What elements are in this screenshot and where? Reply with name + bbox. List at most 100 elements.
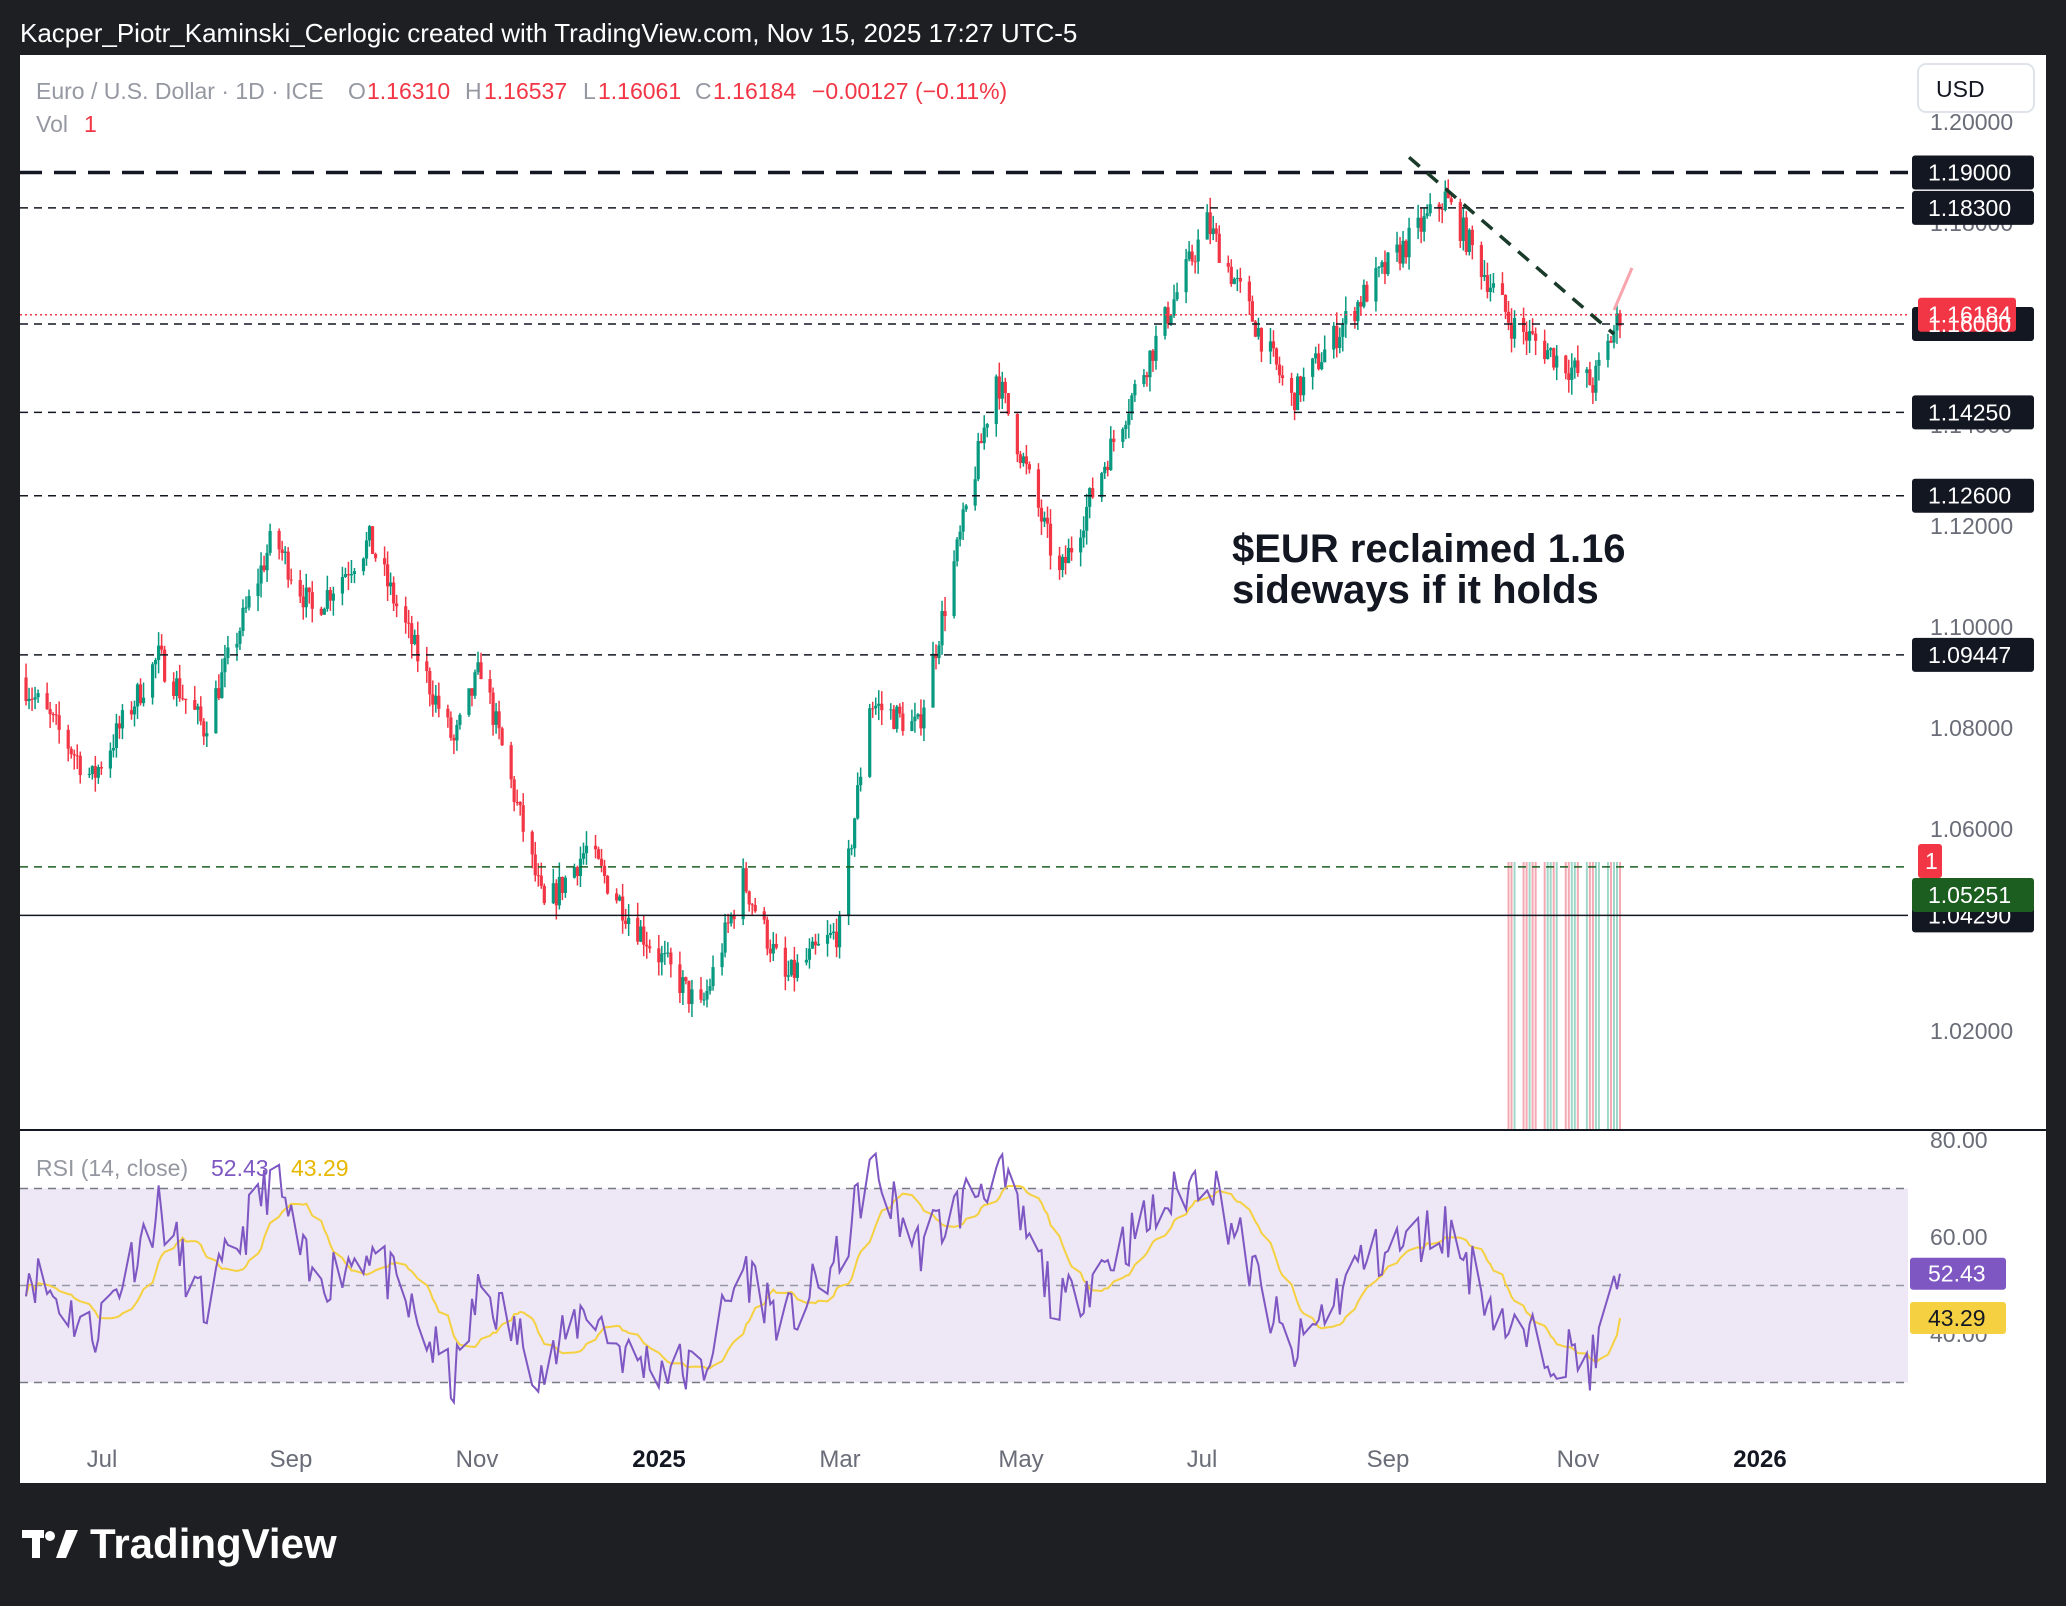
candle-body — [340, 576, 345, 594]
candle-body — [934, 653, 938, 659]
candle-body — [1006, 393, 1010, 415]
volume-bar — [1522, 862, 1525, 1130]
candle-body — [1045, 517, 1050, 524]
candle-body — [1024, 456, 1029, 465]
candle-body — [1479, 245, 1483, 277]
candle-body — [1428, 204, 1432, 214]
level-box — [1912, 395, 2034, 430]
candle-body — [518, 801, 522, 806]
candle-body — [108, 750, 112, 769]
candle-body — [1446, 191, 1450, 199]
candle-body — [238, 630, 242, 644]
candle-body — [367, 526, 372, 541]
candle-body — [99, 767, 103, 769]
candle-body — [476, 662, 480, 673]
candle-body — [244, 607, 248, 609]
volume-bar — [1564, 862, 1567, 1130]
candle-body — [705, 990, 709, 1000]
currency-button[interactable] — [1917, 63, 2035, 113]
candle-body — [226, 647, 230, 658]
volume-bar — [1528, 862, 1531, 1130]
candle-body — [45, 693, 49, 710]
candle-body — [1467, 229, 1471, 253]
candle-body — [898, 706, 902, 714]
candle-body — [1250, 301, 1254, 322]
candle-body — [407, 622, 411, 624]
tradingview-logo[interactable]: TradingView — [22, 1520, 337, 1568]
brand-name: TradingView — [90, 1520, 337, 1567]
candle-body — [1190, 251, 1194, 262]
candle-body — [1079, 537, 1083, 553]
candle-body — [1488, 287, 1493, 292]
time-tick-year: 2026 — [1733, 1446, 1786, 1473]
volume-bar — [1549, 862, 1552, 1130]
currency-button-label[interactable]: USD — [1936, 76, 1985, 102]
candle-body — [370, 526, 375, 554]
candle-body — [940, 611, 944, 646]
ohlc-values: O 1.16310 H 1.16537 L 1.16061 C 1.16184 … — [348, 78, 1007, 104]
candle-body — [741, 868, 745, 920]
candle-body — [1103, 466, 1107, 474]
candle-body — [979, 441, 983, 444]
candle-body — [1211, 228, 1215, 235]
candle-body — [1082, 530, 1086, 538]
candle-body — [157, 645, 161, 660]
candle-body — [1184, 259, 1188, 293]
candle-body — [310, 592, 314, 609]
volume-bar — [1594, 862, 1597, 1130]
volume-label: Vol — [36, 111, 68, 137]
candle-body — [90, 766, 94, 775]
candle-body — [708, 986, 712, 991]
candle-body — [289, 579, 293, 581]
candle-body — [1311, 358, 1315, 377]
candle-body — [1521, 317, 1526, 332]
candle-body — [1124, 424, 1128, 430]
candle-body — [774, 943, 778, 948]
horizontal-levels[interactable] — [20, 155, 2034, 933]
volume-bar — [1585, 862, 1588, 1130]
volume-bar — [1534, 862, 1537, 1130]
volume-bar — [1612, 862, 1615, 1130]
candle-body — [479, 662, 483, 680]
candle-body — [280, 549, 284, 553]
rsi-tick: 60.00 — [1930, 1224, 1988, 1250]
candle-body — [834, 931, 839, 948]
candle-body — [512, 779, 516, 802]
volume-price-label: 1.05251 — [1928, 882, 2011, 908]
candle-body — [765, 919, 769, 949]
candle-body — [199, 706, 203, 722]
candle-body — [768, 948, 772, 954]
candle-body — [575, 867, 580, 876]
candle-body — [1027, 464, 1032, 470]
candle-body — [720, 952, 724, 968]
candle-body — [1271, 341, 1276, 349]
candle-body — [1106, 466, 1110, 471]
candle-body — [825, 934, 830, 944]
candle-body — [961, 509, 965, 532]
candle-body — [36, 693, 40, 698]
candle-body — [901, 713, 905, 731]
level-box — [1912, 478, 2034, 513]
candle-body — [497, 711, 501, 729]
trendline[interactable] — [1407, 156, 1616, 336]
candle-body — [1380, 262, 1384, 267]
annotation-line-1: $EUR reclaimed 1.16 — [1232, 527, 1626, 571]
low-value: 1.16061 — [598, 78, 681, 104]
candle-body — [431, 694, 435, 705]
time-axis[interactable]: Jul Sep Nov 2025 Mar May Jul Sep Nov 202… — [87, 1446, 1787, 1473]
candle-body — [256, 583, 260, 597]
candle-body — [1341, 324, 1345, 337]
candle-body — [352, 571, 357, 575]
candle-body — [331, 593, 335, 601]
candle-body — [470, 688, 474, 696]
candle-body — [1187, 251, 1191, 260]
rsi-ma-value: 43.29 — [291, 1155, 349, 1181]
candle-body — [1549, 348, 1553, 351]
candle-body — [205, 733, 209, 737]
candle-body — [1127, 413, 1131, 425]
candle-body — [373, 553, 378, 559]
high-label: H — [465, 78, 482, 104]
candle-body — [816, 943, 821, 946]
candle-body — [922, 707, 926, 729]
